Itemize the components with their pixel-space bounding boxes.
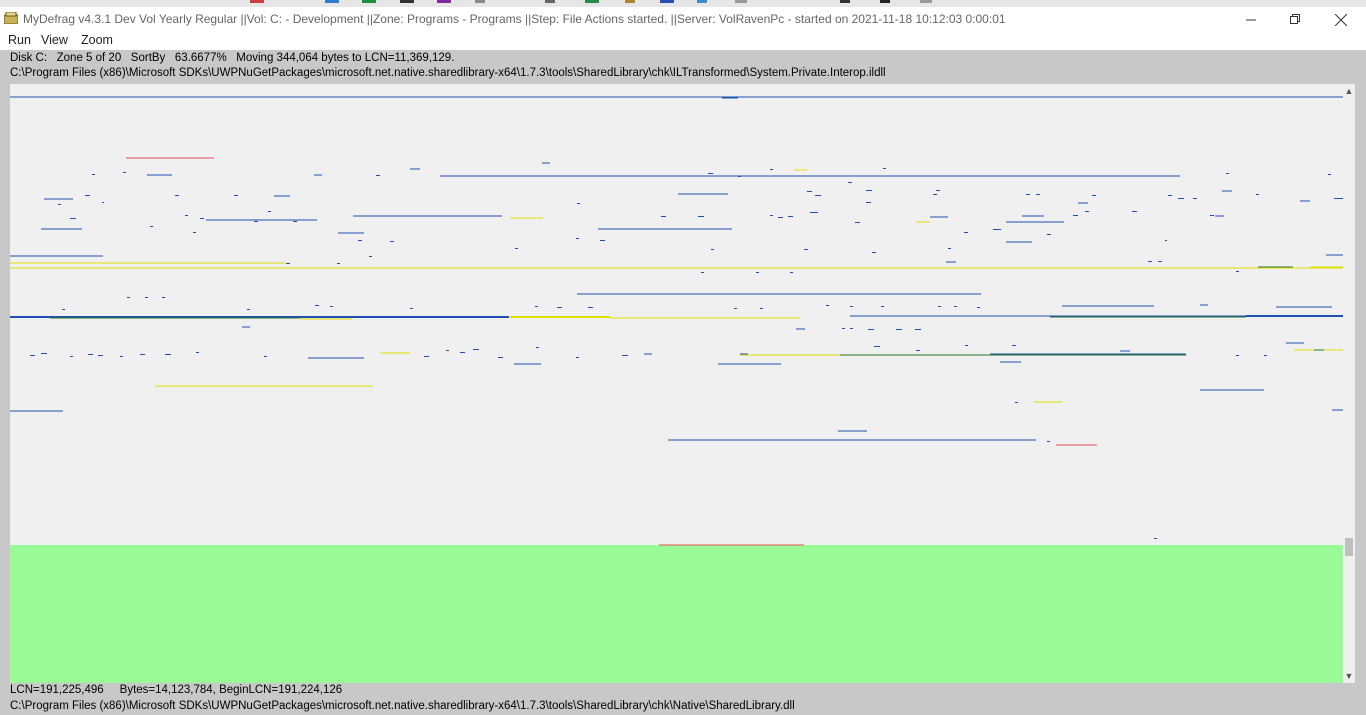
title-bar[interactable]: MyDefrag v4.3.1 Dev Vol Yearly Regular |…	[0, 7, 1366, 32]
restore-button[interactable]	[1272, 7, 1318, 32]
scroll-down-icon[interactable]: ▼	[1344, 671, 1354, 681]
disk-map[interactable]	[10, 84, 1343, 683]
menu-view[interactable]: View	[41, 33, 68, 47]
status-line-progress: Disk C: Zone 5 of 20 SortBy 63.6677% Mov…	[10, 52, 455, 64]
free-space-region	[10, 545, 1343, 683]
small-fragments	[30, 168, 1343, 539]
close-button[interactable]	[1318, 7, 1364, 32]
scroll-thumb[interactable]	[1345, 538, 1353, 556]
scroll-up-icon[interactable]: ▲	[1344, 86, 1354, 96]
menu-zoom[interactable]: Zoom	[81, 33, 113, 47]
vertical-scrollbar[interactable]: ▲ ▼	[1343, 84, 1355, 683]
taskbar-strip	[0, 0, 1366, 7]
minimize-icon	[1245, 19, 1256, 21]
restore-icon	[1289, 14, 1300, 24]
close-icon	[1335, 13, 1347, 26]
menu-run[interactable]: Run	[8, 33, 31, 47]
disk-map-frame: ▲ ▼	[10, 84, 1355, 683]
app-icon	[4, 12, 18, 24]
window-title: MyDefrag v4.3.1 Dev Vol Yearly Regular |…	[23, 12, 1006, 26]
footer-file-path: C:\Program Files (x86)\Microsoft SDKs\UW…	[10, 700, 795, 712]
status-line-current-file: C:\Program Files (x86)\Microsoft SDKs\UW…	[10, 67, 886, 79]
minimize-button[interactable]	[1228, 7, 1274, 32]
menu-bar: Run View Zoom	[0, 32, 1366, 50]
footer-lcn-info: LCN=191,225,496 Bytes=14,123,784, BeginL…	[10, 684, 343, 696]
